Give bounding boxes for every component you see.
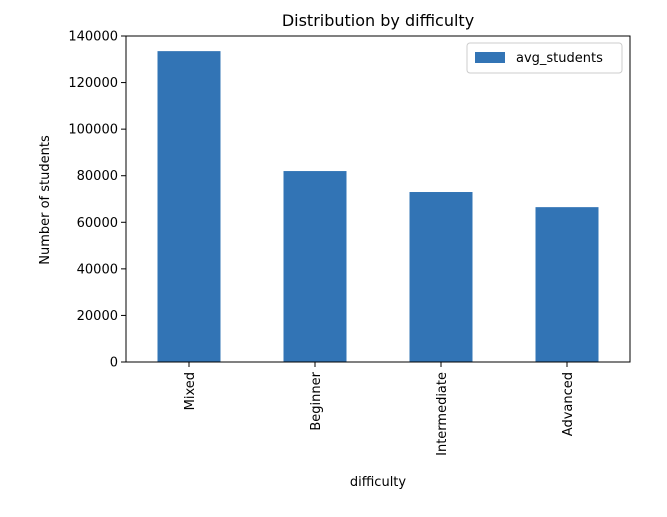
x-tick-label: Advanced (561, 372, 576, 436)
bar-beginner (283, 171, 347, 362)
y-tick-label: 100000 (68, 123, 118, 138)
bar-mixed (157, 51, 221, 363)
x-axis: Mixed Beginner Intermediate Advanced (183, 362, 576, 456)
y-tick-label: 0 (110, 356, 118, 371)
bars-group (157, 51, 599, 363)
x-tick-label: Intermediate (435, 372, 450, 456)
x-tick-label: Mixed (183, 372, 198, 410)
y-tick-label: 120000 (68, 76, 118, 91)
y-axis: 0 20000 40000 60000 80000 100000 120000 140000 (68, 30, 126, 371)
y-tick-label: 80000 (77, 169, 118, 184)
plot-frame (125, 35, 631, 363)
y-tick-label: 140000 (68, 30, 118, 45)
bar-advanced (535, 207, 599, 362)
legend: avg_students (466, 42, 623, 74)
chart-title: Distribution by difficulty (282, 11, 474, 30)
y-tick-label: 60000 (77, 216, 118, 231)
x-tick-label: Beginner (309, 371, 324, 430)
y-tick-label: 20000 (77, 309, 118, 324)
y-tick-label: 40000 (77, 262, 118, 277)
y-axis-label: Number of students (38, 135, 53, 265)
legend-label: avg_students (516, 51, 603, 66)
legend-box (466, 42, 623, 74)
legend-swatch (475, 52, 505, 63)
bar-intermediate (409, 192, 473, 362)
x-axis-label: difficulty (350, 475, 407, 490)
